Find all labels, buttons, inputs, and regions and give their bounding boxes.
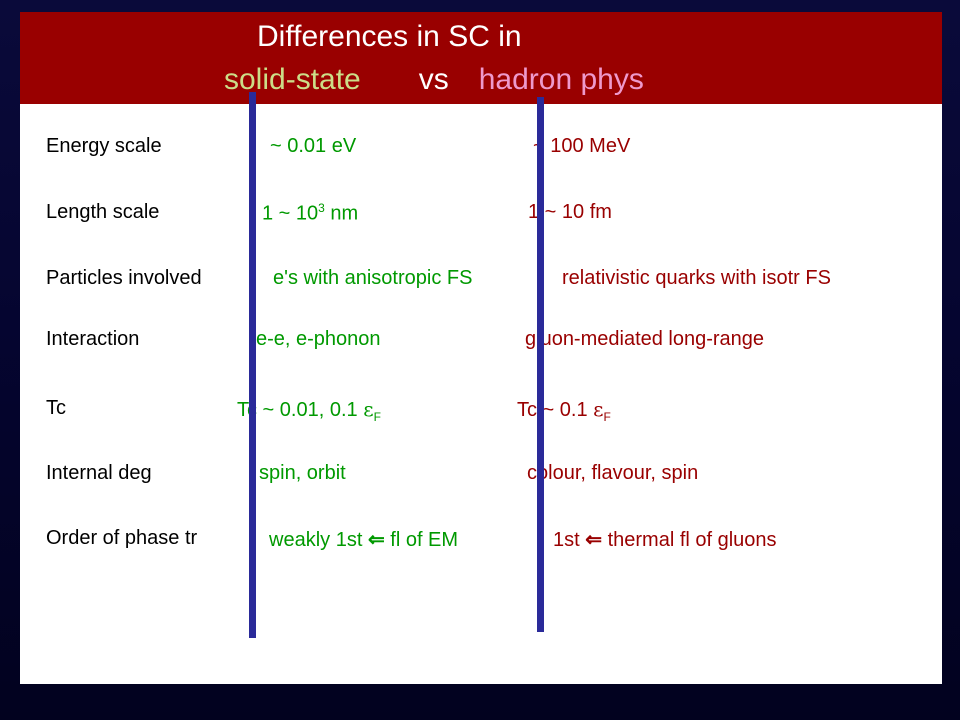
hadron-phase-transition: 1st ⇐ thermal fl of gluons <box>553 527 777 552</box>
hadron-length-scale: 1 ~ 10 fm <box>528 201 612 223</box>
arrow-left-icon: ⇐ <box>585 529 603 551</box>
row-label-tc: Tc <box>46 397 66 419</box>
title-line1: Differences in SC in <box>257 20 522 53</box>
hadron-phase-pre: 1st <box>553 529 586 551</box>
solid-phase-post: fl of EM <box>384 529 459 551</box>
title-hadron-phys: hadron phys <box>478 63 644 96</box>
solid-tc-epsilon: ε <box>363 397 374 421</box>
title-solid-state: solid-state <box>224 63 361 96</box>
solid-length-post: nm <box>324 202 359 225</box>
row-label-interaction: Interaction <box>46 328 140 350</box>
solid-length-scale: 1 ~ 103 nm <box>262 201 358 226</box>
hadron-energy-scale: ~ 100 MeV <box>533 135 631 157</box>
solid-phase-transition: weakly 1st ⇐ fl of EM <box>269 527 458 552</box>
row-label-energy-scale: Energy scale <box>46 135 162 157</box>
hadron-particles: relativistic quarks with isotr FS <box>562 267 831 289</box>
solid-energy-scale: ~ 0.01 eV <box>270 135 357 157</box>
hadron-tc-subscript: F <box>603 410 611 424</box>
arrow-left-icon: ⇐ <box>367 529 385 551</box>
solid-particles: e's with anisotropic FS <box>273 267 473 289</box>
solid-interaction: e-e, e-phonon <box>256 328 381 350</box>
title-bar: Differences in SC in solid-state vs hadron… <box>20 12 942 104</box>
solid-internal-deg: spin, orbit <box>259 462 346 484</box>
hadron-tc-pre: Tc ~ 0.1 <box>517 399 594 421</box>
solid-tc: Tc ~ 0.01, 0.1 εF <box>237 397 381 424</box>
hadron-phase-post: thermal fl of gluons <box>602 529 777 551</box>
hadron-tc: Tc ~ 0.1 εF <box>517 397 611 424</box>
solid-phase-pre: weakly 1st <box>269 529 368 551</box>
hadron-interaction: gluon-mediated long-range <box>525 328 765 350</box>
solid-length-exponent: 3 <box>318 201 325 215</box>
title-vs: vs <box>418 63 449 96</box>
hadron-internal-deg: colour, flavour, spin <box>527 462 699 484</box>
row-label-length-scale: Length scale <box>46 201 160 223</box>
row-label-phase-transition: Order of phase tr <box>46 527 198 549</box>
row-label-internal-deg: Internal deg <box>46 462 152 484</box>
column-divider-left <box>249 92 256 638</box>
row-label-particles: Particles involved <box>46 267 202 289</box>
slide-panel: Differences in SC in solid-state vs hadron… <box>20 12 942 684</box>
column-divider-right <box>537 97 544 632</box>
solid-tc-pre: Tc ~ 0.01, 0.1 <box>237 399 364 421</box>
solid-tc-subscript: F <box>373 410 381 424</box>
title-line2: solid-state vs hadron phys <box>224 63 644 97</box>
solid-length-pre: 1 ~ 10 <box>262 202 319 225</box>
hadron-tc-epsilon: ε <box>593 397 604 421</box>
